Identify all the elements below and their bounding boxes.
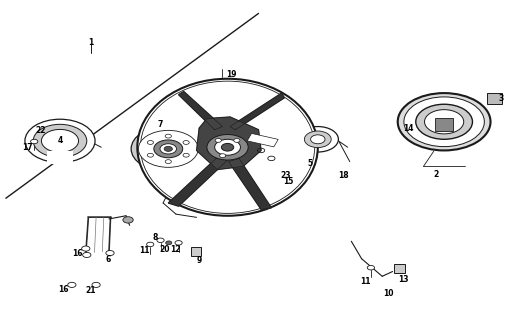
Text: 1: 1 bbox=[88, 38, 94, 47]
Text: 23: 23 bbox=[280, 171, 291, 180]
Text: 16: 16 bbox=[58, 285, 69, 294]
Circle shape bbox=[221, 143, 234, 151]
Text: 11: 11 bbox=[360, 277, 371, 286]
Bar bbox=[247, 133, 278, 147]
Circle shape bbox=[215, 139, 221, 142]
Circle shape bbox=[43, 134, 51, 138]
Text: 16: 16 bbox=[72, 250, 82, 259]
Circle shape bbox=[404, 97, 484, 147]
Polygon shape bbox=[229, 158, 271, 209]
Circle shape bbox=[82, 246, 90, 251]
Text: 14: 14 bbox=[403, 124, 413, 133]
Circle shape bbox=[183, 140, 189, 144]
Bar bbox=[488, 93, 502, 104]
Circle shape bbox=[123, 217, 133, 223]
Circle shape bbox=[41, 129, 79, 152]
Circle shape bbox=[165, 134, 171, 138]
Bar bbox=[435, 118, 453, 131]
Circle shape bbox=[160, 144, 176, 154]
Text: 22: 22 bbox=[36, 126, 46, 135]
Circle shape bbox=[297, 126, 339, 152]
Bar bbox=[47, 151, 73, 164]
Text: 15: 15 bbox=[283, 177, 294, 186]
Circle shape bbox=[367, 266, 374, 270]
Text: 2: 2 bbox=[434, 170, 439, 179]
Text: 19: 19 bbox=[226, 70, 237, 79]
Text: 7: 7 bbox=[158, 120, 163, 129]
Circle shape bbox=[305, 131, 331, 148]
Circle shape bbox=[33, 124, 87, 157]
Text: 3: 3 bbox=[498, 94, 504, 103]
Circle shape bbox=[398, 93, 491, 150]
Circle shape bbox=[92, 282, 100, 287]
Circle shape bbox=[165, 241, 172, 245]
Text: 4: 4 bbox=[57, 136, 63, 145]
Ellipse shape bbox=[138, 79, 318, 216]
Bar bbox=[393, 264, 405, 273]
Circle shape bbox=[131, 126, 205, 172]
Text: 8: 8 bbox=[153, 233, 158, 242]
Polygon shape bbox=[230, 93, 284, 130]
Text: 21: 21 bbox=[86, 286, 96, 295]
Text: 9: 9 bbox=[196, 256, 202, 265]
Circle shape bbox=[31, 139, 38, 144]
Text: 5: 5 bbox=[308, 159, 313, 168]
Circle shape bbox=[215, 139, 240, 155]
Circle shape bbox=[234, 139, 240, 142]
Circle shape bbox=[424, 110, 464, 134]
Circle shape bbox=[175, 241, 182, 245]
Circle shape bbox=[147, 153, 154, 157]
Circle shape bbox=[106, 251, 114, 256]
Text: 13: 13 bbox=[399, 275, 409, 284]
Polygon shape bbox=[178, 92, 222, 130]
Text: 11: 11 bbox=[139, 246, 149, 255]
Circle shape bbox=[147, 140, 154, 144]
Bar bbox=[191, 247, 201, 256]
Circle shape bbox=[83, 252, 91, 258]
Text: 17: 17 bbox=[22, 143, 33, 152]
Circle shape bbox=[183, 153, 189, 157]
Circle shape bbox=[157, 238, 164, 243]
Circle shape bbox=[154, 140, 183, 158]
Text: 20: 20 bbox=[159, 245, 170, 254]
Polygon shape bbox=[168, 158, 227, 206]
Circle shape bbox=[147, 242, 154, 247]
Circle shape bbox=[165, 160, 171, 164]
Circle shape bbox=[416, 104, 473, 139]
Circle shape bbox=[164, 146, 172, 151]
Text: 10: 10 bbox=[383, 289, 393, 298]
Circle shape bbox=[68, 282, 76, 287]
Circle shape bbox=[25, 119, 95, 163]
Polygon shape bbox=[196, 117, 261, 170]
Text: 12: 12 bbox=[170, 245, 180, 254]
Circle shape bbox=[139, 130, 198, 167]
Text: 6: 6 bbox=[105, 255, 111, 264]
Circle shape bbox=[311, 135, 325, 144]
Circle shape bbox=[207, 134, 248, 160]
Circle shape bbox=[220, 154, 226, 157]
Text: 18: 18 bbox=[338, 171, 349, 180]
